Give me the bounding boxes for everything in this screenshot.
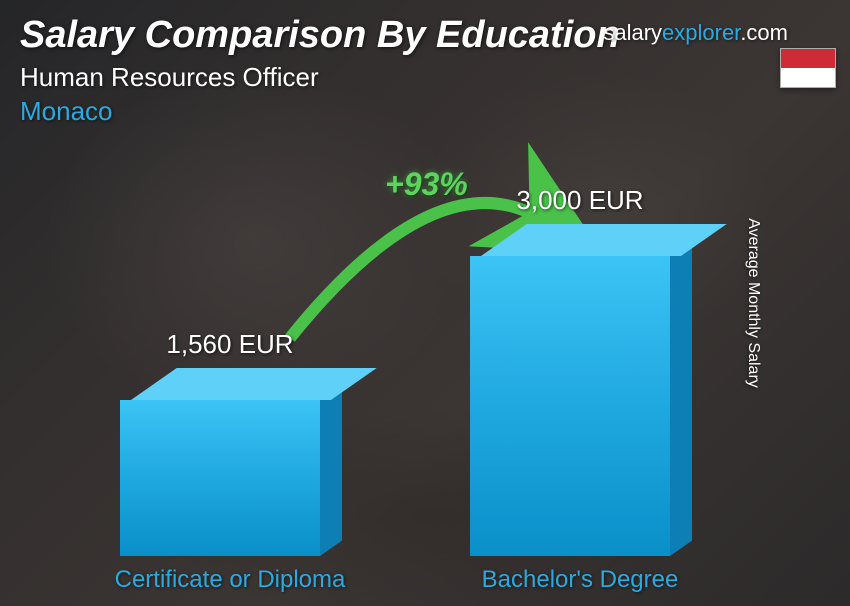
brand-suffix: .com [740,20,788,45]
main-title: Salary Comparison By Education [20,14,620,57]
bar-chart: 1,560 EUR Certificate or Diploma 3,000 EUR… [0,140,850,606]
bar-value-label: 3,000 EUR [450,185,710,216]
bar-front-face [470,256,670,556]
country-name: Monaco [20,96,113,127]
infographic-stage: Salary Comparison By Education Human Res… [0,0,850,606]
flag-top-stripe [781,49,835,68]
job-title: Human Resources Officer [20,62,319,93]
flag-bottom-stripe [781,68,835,87]
bar-side-face [670,240,692,556]
brand-accent: explorer [662,20,740,45]
bar-front-face [120,400,320,556]
brand-watermark: salaryexplorer.com [603,20,788,46]
bar-category-label: Bachelor's Degree [440,566,720,594]
country-flag-icon [780,48,836,88]
bar-value-label: 1,560 EUR [100,329,360,360]
bar [470,224,692,556]
bar-side-face [320,384,342,556]
bar-category-label: Certificate or Diploma [90,566,370,594]
bar [120,368,342,556]
brand-prefix: salary [603,20,662,45]
